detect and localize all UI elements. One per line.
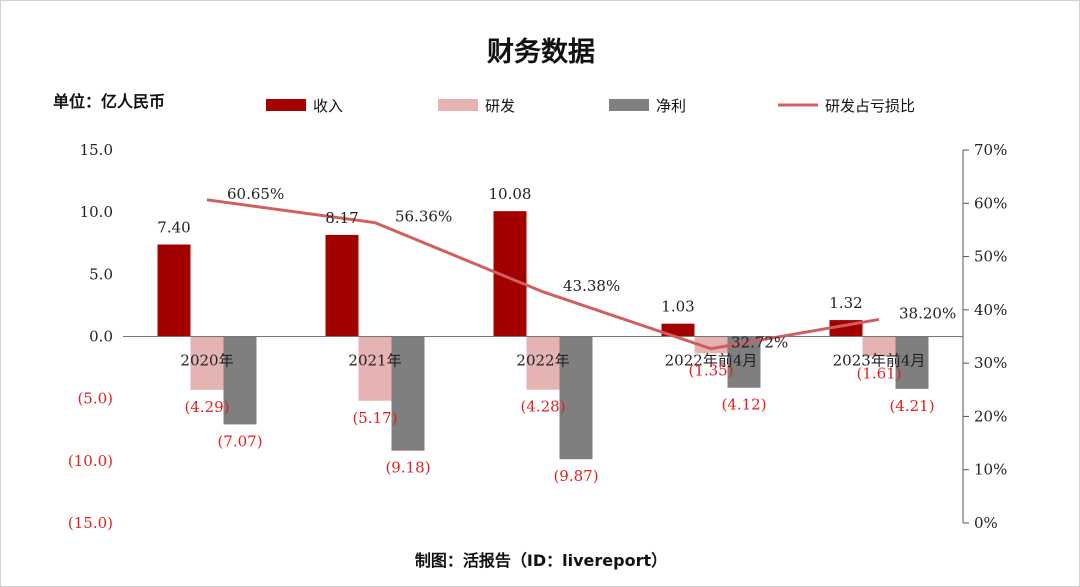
revenue-value-label: 10.08	[489, 185, 532, 203]
net-profit-bar	[391, 336, 425, 451]
ratio-line-path	[206, 198, 880, 351]
legend-label-net-profit: 净利	[656, 97, 686, 115]
right-tick-label: 20%	[974, 407, 1007, 425]
unit-label: 单位：亿人民币	[53, 92, 165, 111]
rnd-bar	[526, 336, 560, 390]
net-profit-bar	[223, 336, 257, 425]
legend-swatch-revenue	[266, 99, 306, 111]
rnd-bar	[190, 336, 224, 390]
revenue-value-label: 7.40	[157, 218, 190, 236]
category-label: 2020年	[180, 352, 233, 370]
right-tick-label: 30%	[974, 354, 1007, 372]
legend: 收入 研发 净利 研发占亏损比	[266, 97, 915, 115]
rnd-bar	[862, 336, 896, 357]
rnd-value-label: (4.28)	[520, 398, 565, 416]
legend-label-revenue: 收入	[313, 97, 343, 115]
category-labels: 2020年 2021年 2022年 2022年前4月 2023年前4月	[180, 352, 925, 370]
net-profit-value-label: (4.21)	[889, 397, 934, 415]
net-profit-value-label: (9.18)	[385, 459, 430, 477]
legend-label-rnd: 研发	[485, 97, 515, 115]
net-profit-value-label: (9.87)	[553, 467, 598, 485]
bars	[157, 211, 929, 460]
right-tick-label: 60%	[974, 194, 1007, 212]
right-tick-label: 0%	[974, 514, 998, 532]
revenue-bar	[325, 234, 359, 337]
category-label: 2022年	[516, 352, 569, 370]
legend-label-ratio: 研发占亏损比	[825, 97, 915, 115]
left-tick-label: (15.0)	[68, 514, 113, 532]
right-tick-label: 40%	[974, 301, 1007, 319]
ratio-value-label: 32.72%	[731, 334, 788, 352]
category-label: 2022年前4月	[665, 352, 758, 370]
revenue-value-label: 1.32	[829, 294, 862, 312]
rnd-value-label: (5.17)	[352, 409, 397, 427]
right-tick-label: 70%	[974, 141, 1007, 159]
right-tick-label: 10%	[974, 461, 1007, 479]
bar-labels: 7.40 (4.29) (7.07) 8.17 (5.17) (9.18) 10.08 (4.…	[157, 185, 956, 485]
revenue-value-label: 8.17	[325, 209, 358, 227]
ratio-value-label: 38.20%	[899, 304, 956, 322]
revenue-bar	[157, 244, 191, 337]
ratio-value-label: 43.38%	[563, 277, 620, 295]
rnd-value-label: (1.61)	[856, 365, 901, 383]
left-tick-label: 0.0	[89, 328, 113, 346]
left-tick-label: 10.0	[80, 203, 113, 221]
ratio-value-label: 60.65%	[227, 185, 284, 203]
right-tick-label: 50%	[974, 248, 1007, 266]
category-label: 2021年	[348, 352, 401, 370]
ratio-line	[206, 198, 880, 351]
net-profit-bar	[559, 336, 593, 460]
net-profit-value-label: (7.07)	[217, 432, 262, 450]
rnd-bar	[358, 336, 392, 401]
chart-title: 财务数据	[487, 37, 595, 68]
revenue-value-label: 1.03	[661, 298, 694, 316]
left-axis: 15.0 10.0 5.0 0.0 (5.0) (10.0) (15.0)	[68, 141, 113, 532]
left-tick-label: (5.0)	[77, 390, 113, 408]
right-axis: 70% 60% 50% 40% 30% 20% 10% 0%	[962, 141, 1007, 532]
legend-swatch-net-profit	[609, 99, 649, 111]
net-profit-bar	[895, 336, 929, 389]
rnd-bar	[694, 336, 728, 354]
category-label: 2023年前4月	[833, 352, 926, 370]
left-tick-label: 15.0	[80, 141, 113, 159]
legend-swatch-rnd	[438, 99, 478, 111]
rnd-value-label: (4.29)	[184, 398, 229, 416]
left-tick-label: (10.0)	[68, 452, 113, 470]
net-profit-value-label: (4.12)	[721, 396, 766, 414]
rnd-value-label: (1.35)	[688, 361, 733, 379]
chart-footer: 制图：活报告（ID：livereport）	[415, 551, 667, 570]
left-tick-label: 5.0	[89, 265, 113, 283]
ratio-value-label: 56.36%	[395, 208, 452, 226]
